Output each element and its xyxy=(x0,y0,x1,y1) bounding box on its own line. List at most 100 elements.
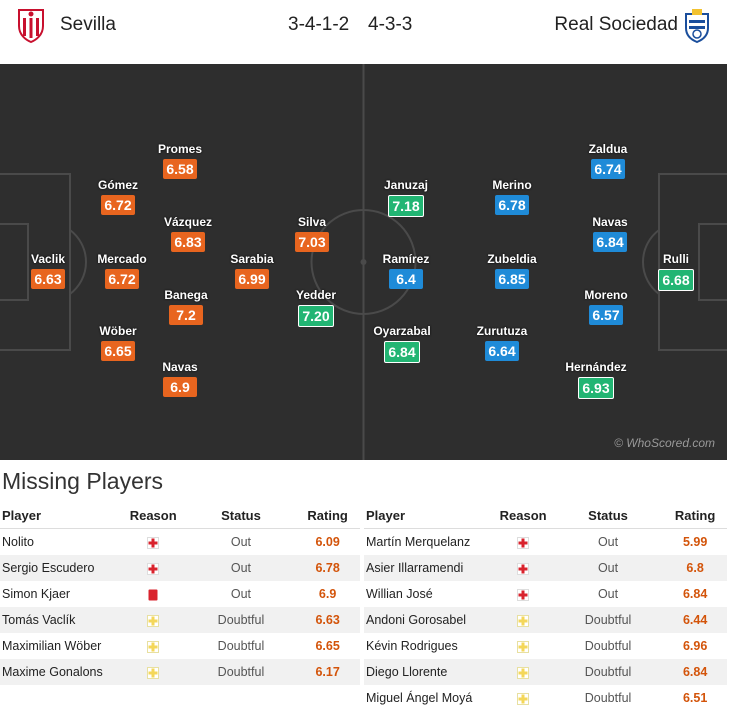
player-rating: 6.83 xyxy=(171,232,205,252)
player-name: Yedder xyxy=(281,288,351,302)
missing-reason xyxy=(493,659,552,685)
missing-player-name[interactable]: Martín Merquelanz xyxy=(364,529,493,556)
missing-rating: 6.17 xyxy=(295,659,360,685)
player-rating: 7.2 xyxy=(169,305,203,325)
missing-status: Out xyxy=(553,581,663,607)
missing-status: Doubtful xyxy=(553,685,663,711)
missing-player-name[interactable]: Tomás Vaclík xyxy=(0,607,120,633)
missing-player-name[interactable]: Diego Llorente xyxy=(364,659,493,685)
real-sociedad-crest-icon xyxy=(682,8,712,44)
doubtful-cross-icon xyxy=(147,667,159,679)
missing-rating: 6.8 xyxy=(663,555,727,581)
player-name: Sarabia xyxy=(217,252,287,266)
match-header: Sevilla 3-4-1-2 4-3-3 Real Sociedad xyxy=(0,0,730,52)
col-player: Player xyxy=(364,502,493,529)
home-player-marker[interactable]: Mercado 6.72 xyxy=(87,252,157,289)
missing-player-name[interactable]: Maxime Gonalons xyxy=(0,659,120,685)
player-rating: 6.93 xyxy=(578,377,614,399)
missing-player-name[interactable]: Sergio Escudero xyxy=(0,555,120,581)
player-name: Zaldua xyxy=(573,142,643,156)
missing-status: Doubtful xyxy=(553,607,663,633)
missing-status: Out xyxy=(553,529,663,556)
player-name: Rulli xyxy=(641,252,711,266)
player-rating: 6.72 xyxy=(101,195,135,215)
col-rating: Rating xyxy=(295,502,360,529)
red-card-icon xyxy=(147,589,159,601)
missing-rating: 6.09 xyxy=(295,529,360,556)
missing-player-name[interactable]: Miguel Ángel Moyá xyxy=(364,685,493,711)
missing-rating: 6.65 xyxy=(295,633,360,659)
player-name: Mercado xyxy=(87,252,157,266)
home-player-marker[interactable]: Gómez 6.72 xyxy=(83,178,153,215)
missing-status: Doubtful xyxy=(187,659,296,685)
player-name: Oyarzabal xyxy=(367,324,437,338)
missing-rating: 5.99 xyxy=(663,529,727,556)
player-rating: 6.4 xyxy=(389,269,423,289)
player-rating: 6.72 xyxy=(105,269,139,289)
injury-cross-icon xyxy=(147,537,159,549)
missing-rating: 6.78 xyxy=(295,555,360,581)
away-team-name[interactable]: Real Sociedad xyxy=(554,14,678,36)
missing-reason xyxy=(120,529,187,556)
missing-player-name[interactable]: Maximilian Wöber xyxy=(0,633,120,659)
missing-status: Out xyxy=(553,555,663,581)
home-team-name[interactable]: Sevilla xyxy=(60,14,116,36)
missing-players-section: Missing Players Player Reason Status Rat… xyxy=(0,460,727,698)
missing-player-name[interactable]: Asier Illarramendi xyxy=(364,555,493,581)
player-name: Zubeldia xyxy=(477,252,547,266)
missing-rating: 6.9 xyxy=(295,581,360,607)
player-name: Hernández xyxy=(561,360,631,374)
missing-reason xyxy=(120,633,187,659)
missing-player-name[interactable]: Willian José xyxy=(364,581,493,607)
table-header-row: Player Reason Status Rating xyxy=(0,502,360,529)
player-rating: 6.65 xyxy=(101,341,135,361)
player-rating: 7.03 xyxy=(295,232,329,252)
missing-player-name[interactable]: Nolito xyxy=(0,529,120,556)
player-name: Gómez xyxy=(83,178,153,192)
away-player-marker[interactable]: Oyarzabal 6.84 xyxy=(367,324,437,363)
doubtful-cross-icon xyxy=(517,667,529,679)
away-formation: 4-3-3 xyxy=(368,14,412,36)
player-rating: 6.63 xyxy=(31,269,65,289)
missing-reason xyxy=(493,607,552,633)
player-rating: 6.64 xyxy=(485,341,519,361)
missing-rating: 6.96 xyxy=(663,633,727,659)
missing-player-name[interactable]: Simon Kjaer xyxy=(0,581,120,607)
missing-player-name[interactable]: Kévin Rodrigues xyxy=(364,633,493,659)
doubtful-cross-icon xyxy=(147,641,159,653)
missing-reason xyxy=(493,633,552,659)
away-player-marker[interactable]: Hernández 6.93 xyxy=(561,360,631,399)
player-rating: 6.84 xyxy=(384,341,420,363)
missing-player-name[interactable]: Andoni Gorosabel xyxy=(364,607,493,633)
missing-reason xyxy=(493,555,552,581)
missing-reason xyxy=(493,581,552,607)
player-name: Merino xyxy=(477,178,547,192)
